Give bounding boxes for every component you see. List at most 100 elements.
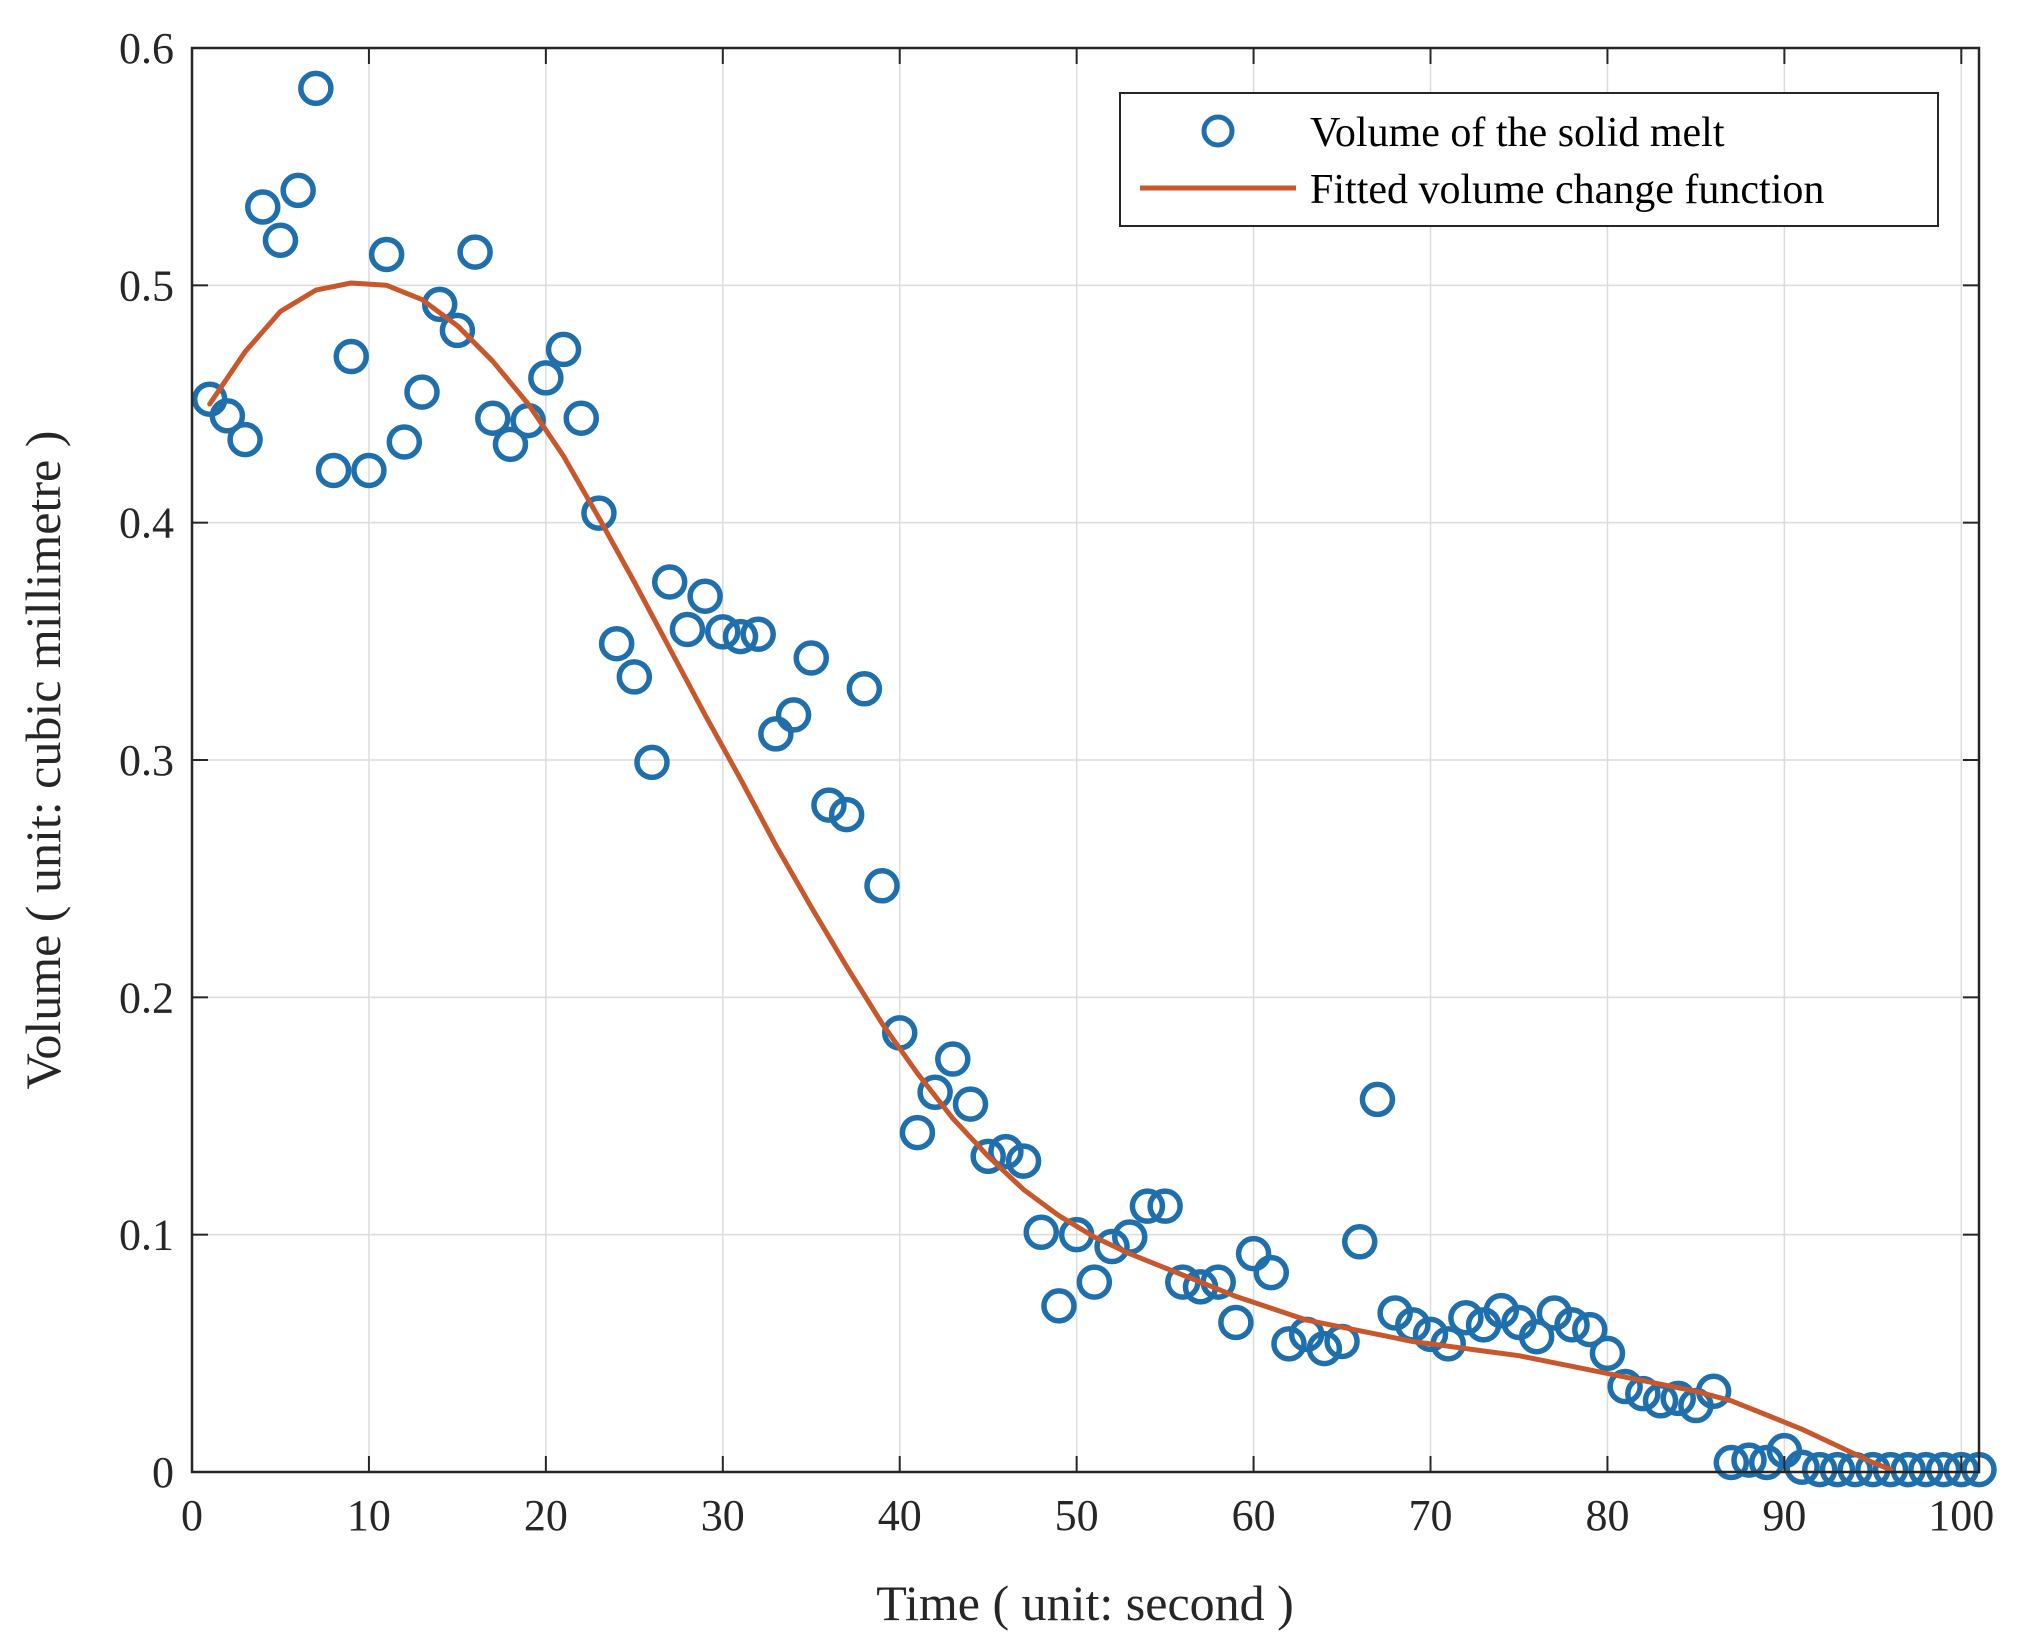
x-tick-label: 0	[181, 1491, 203, 1540]
data-point	[1713, 1444, 1750, 1481]
data-point	[1129, 1188, 1166, 1224]
data-point	[793, 640, 830, 676]
legend-marker-scatter	[1201, 114, 1235, 148]
y-tick-label: 0.6	[119, 24, 174, 73]
data-point	[651, 564, 688, 600]
data-point	[439, 312, 476, 349]
data-point	[811, 787, 847, 823]
data-point	[1448, 1299, 1484, 1336]
data-point	[1483, 1292, 1520, 1329]
y-tick-label: 0	[152, 1448, 174, 1497]
data-point	[315, 452, 352, 489]
data-point	[262, 222, 299, 258]
y-tick-label: 0.4	[119, 499, 174, 548]
y-tick-label: 0.3	[119, 736, 174, 785]
data-point	[1660, 1380, 1696, 1417]
data-point	[598, 625, 635, 662]
data-point	[368, 236, 405, 273]
legend-label-scatter: Volume of the solid melt	[1310, 110, 1725, 156]
y-tick-label: 0.5	[119, 261, 174, 310]
data-point	[528, 360, 564, 396]
data-point	[740, 616, 776, 652]
data-point	[404, 374, 440, 410]
data-point	[209, 398, 246, 434]
data-point	[1094, 1228, 1130, 1265]
data-point	[634, 744, 670, 781]
data-point	[722, 618, 759, 655]
x-tick-label: 100	[1928, 1491, 1994, 1540]
x-tick-label: 80	[1585, 1491, 1629, 1540]
data-point	[1005, 1143, 1042, 1179]
x-tick-label: 40	[878, 1491, 922, 1540]
x-tick-label: 20	[524, 1491, 568, 1540]
data-point	[492, 426, 529, 463]
data-point	[1271, 1326, 1307, 1362]
legend-label-fit: Fitted volume change function	[1310, 167, 1824, 213]
data-point	[280, 172, 316, 209]
data-point	[616, 659, 653, 695]
x-tick-label: 10	[347, 1491, 391, 1540]
data-point	[669, 611, 706, 648]
fitted-line	[207, 280, 1893, 1473]
x-axis-label: Time ( unit: second )	[876, 1575, 1294, 1631]
data-point	[1359, 1081, 1396, 1118]
data-point	[1076, 1264, 1113, 1300]
data-point	[1819, 1451, 1856, 1488]
legend-box	[1119, 92, 1939, 227]
data-point	[1943, 1451, 1980, 1488]
data-point	[1572, 1311, 1608, 1348]
data-point	[758, 716, 794, 752]
data-point	[1890, 1451, 1926, 1488]
data-point	[333, 338, 369, 375]
data-point	[1554, 1307, 1590, 1343]
data-point	[1908, 1451, 1944, 1488]
x-tick-label: 30	[701, 1491, 745, 1540]
data-point	[864, 868, 900, 904]
data-point	[1253, 1254, 1290, 1291]
data-point	[1802, 1451, 1838, 1488]
tick-labels: 0 10 20 30 40 50 60 70 80 90 100 0 0.1 0.2 0.3 0.4 0.5 0.…	[119, 24, 1994, 1540]
x-tick-label: 90	[1762, 1491, 1806, 1540]
data-point	[1518, 1318, 1555, 1355]
data-point	[298, 70, 334, 107]
data-point	[899, 1114, 936, 1151]
data-point	[227, 421, 263, 458]
data-point	[457, 234, 493, 270]
data-point	[917, 1074, 953, 1111]
data-point	[475, 400, 511, 436]
data-point	[1041, 1288, 1077, 1324]
data-point	[1306, 1330, 1343, 1367]
data-point	[1731, 1442, 1767, 1478]
data-point	[1536, 1295, 1573, 1331]
data-point	[581, 495, 617, 531]
data-point	[1412, 1316, 1449, 1353]
data-layer	[191, 70, 1997, 1488]
data-point	[245, 189, 281, 225]
x-tick-label: 50	[1055, 1491, 1099, 1540]
ticks	[191, 47, 1979, 1473]
data-point	[988, 1133, 1024, 1170]
data-point	[1235, 1235, 1272, 1272]
data-point	[828, 796, 865, 833]
data-point	[351, 452, 387, 489]
data-point	[1872, 1451, 1909, 1488]
data-point	[1589, 1335, 1626, 1372]
data-point	[1218, 1304, 1254, 1341]
data-point	[935, 1041, 971, 1077]
data-point	[386, 424, 423, 460]
y-tick-label: 0.1	[119, 1211, 174, 1260]
y-tick-label: 0.2	[119, 973, 174, 1022]
data-point	[775, 697, 812, 733]
data-point	[970, 1138, 1006, 1175]
data-point	[705, 614, 741, 650]
data-point	[1023, 1214, 1060, 1251]
x-tick-label: 70	[1409, 1491, 1453, 1540]
y-axis-label: Volume ( unit: cubic millimetre )	[15, 431, 71, 1090]
legend: Volume of the solid melt Fitted volume c…	[1119, 92, 1939, 227]
data-point	[1784, 1449, 1820, 1486]
data-point	[1748, 1444, 1785, 1481]
data-point	[687, 578, 723, 614]
data-point	[1147, 1188, 1183, 1224]
data-point	[1377, 1295, 1413, 1331]
